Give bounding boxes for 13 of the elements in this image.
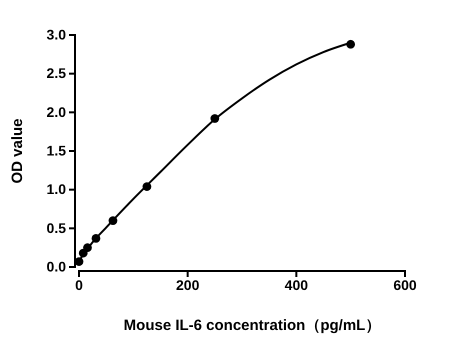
y-tick-label: 0.5 [46, 220, 66, 236]
y-tick-label: 1.5 [46, 142, 66, 158]
x-axis-title: Mouse IL-6 concentration（pg/mL） [124, 317, 380, 334]
y-tick-label: 0.0 [46, 258, 66, 274]
x-tick-label: 600 [393, 276, 417, 293]
x-tick-label: 0 [75, 276, 84, 293]
y-tick-label: 2.5 [46, 65, 66, 82]
x-tick-label: 200 [176, 276, 200, 293]
y-axis-title: OD value [9, 118, 26, 184]
x-tick-label: 400 [284, 276, 308, 293]
y-tick-label: 3.0 [46, 26, 66, 42]
y-tick-label: 1.0 [46, 181, 66, 198]
y-tick-label: 2.0 [46, 104, 66, 120]
